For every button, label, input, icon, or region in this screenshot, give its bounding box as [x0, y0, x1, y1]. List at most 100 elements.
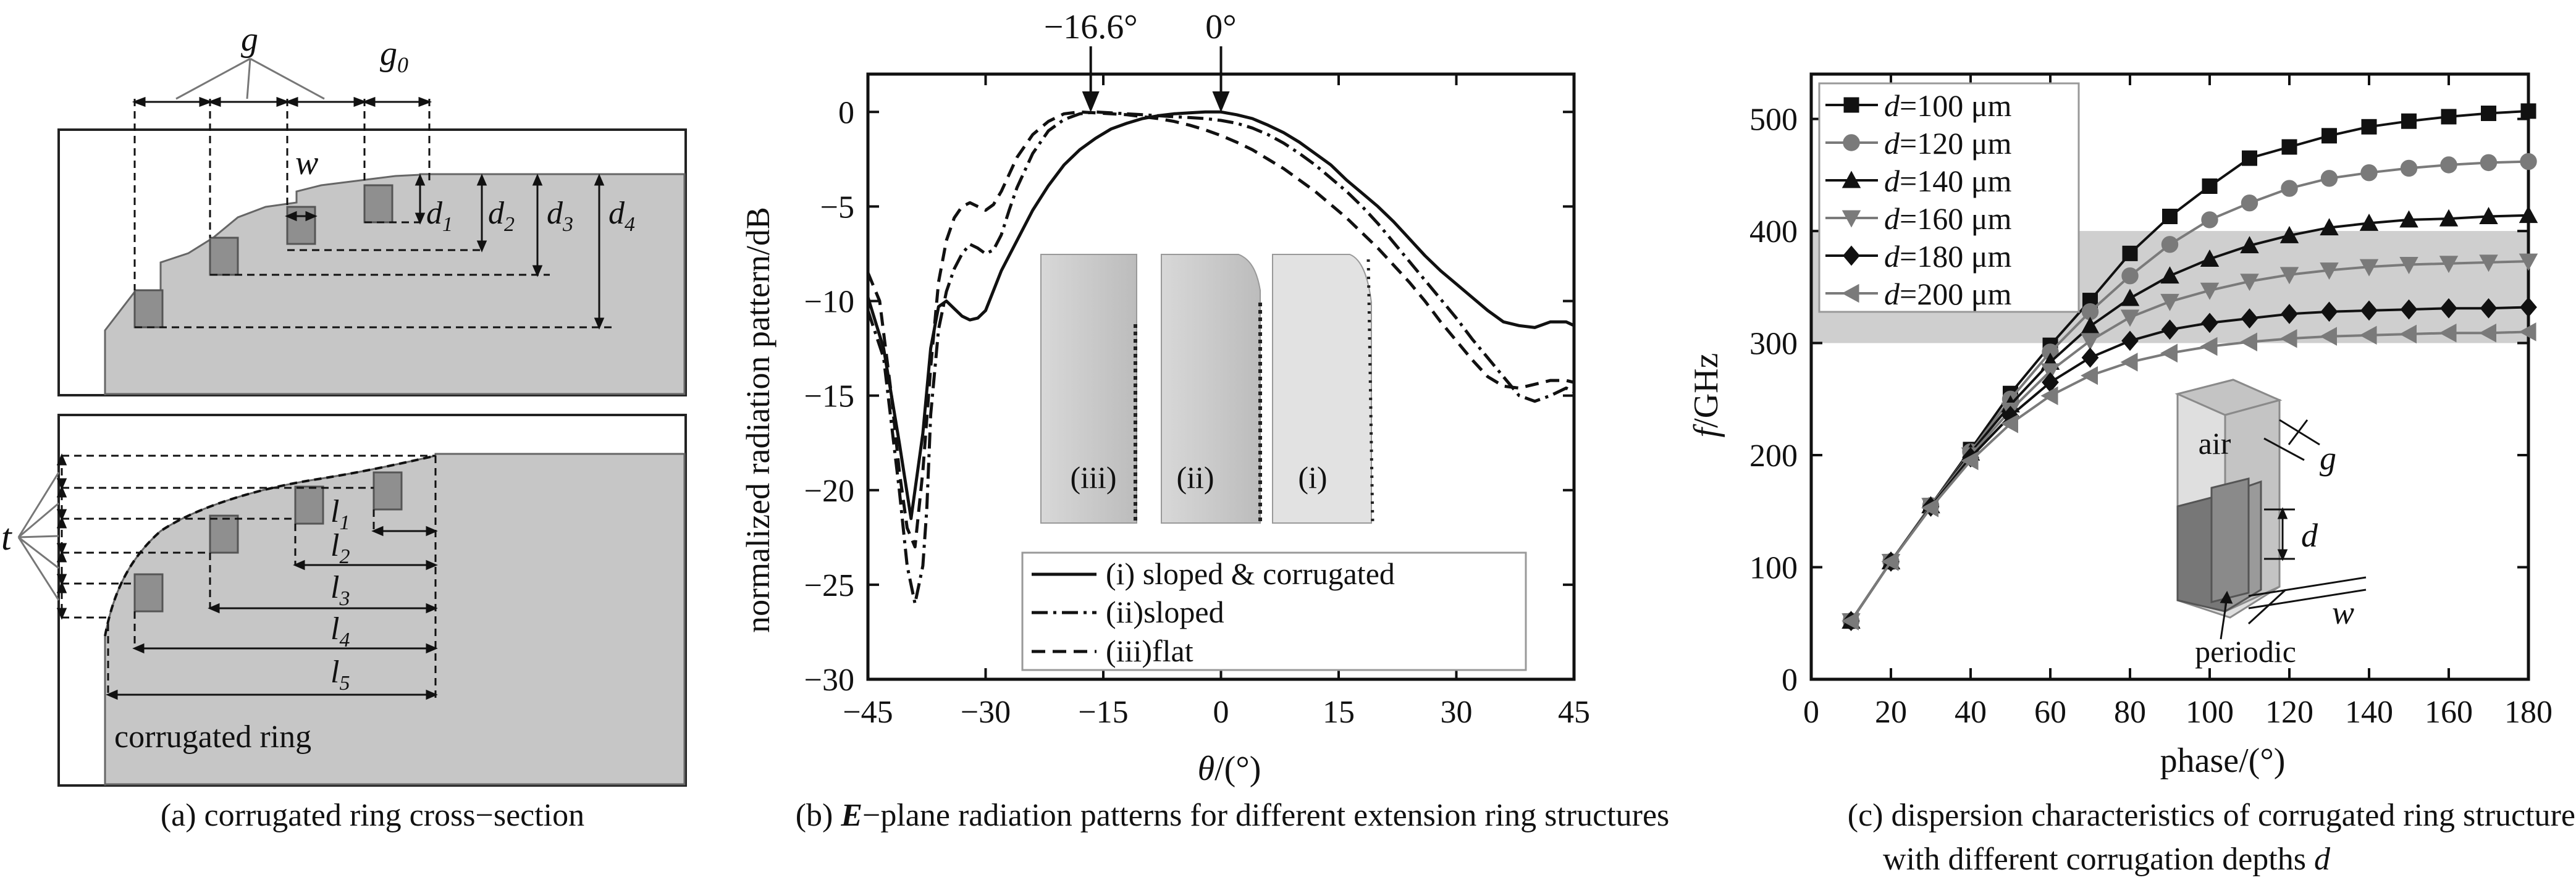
- point-d140: [2479, 207, 2498, 224]
- point-d120: [2480, 154, 2498, 172]
- series-d200: [1842, 322, 2536, 630]
- inset-label-i: (i): [1298, 460, 1327, 495]
- chart-b-ylabel: normalized radiation pattern/dB: [739, 207, 777, 633]
- y-tick-label: 300: [1749, 327, 1798, 362]
- label-w: w: [295, 144, 318, 182]
- point-d180: [2400, 299, 2418, 320]
- y-tick-label: 0: [1782, 663, 1798, 698]
- point-d140: [2200, 249, 2220, 267]
- chart-c-tick-labels: 0 20 40 60 80 100 120 140 160 180 0 100 200 300 400 500: [1749, 103, 2553, 730]
- x-tick-label: 100: [2186, 695, 2234, 730]
- point-d200: [2040, 386, 2058, 406]
- x-tick-label: 160: [2425, 695, 2473, 730]
- chart-b-legend: (i) sloped & corrugated (ii)sloped (iii)…: [1021, 551, 1527, 671]
- x-tick-label: 40: [1955, 695, 1987, 730]
- point-d200: [2320, 327, 2337, 346]
- legend-marker-d160: [1842, 210, 1861, 228]
- point-d160: [2399, 257, 2418, 274]
- point-d140: [2240, 236, 2259, 254]
- x-tick-label: 80: [2114, 695, 2146, 730]
- caption-c-line1: (c) dispersion characteristics of corrug…: [1848, 798, 2576, 833]
- point-d140: [2359, 213, 2379, 231]
- y-tick-label: −10: [804, 285, 854, 320]
- point-d140: [2279, 225, 2299, 243]
- point-d200: [2279, 329, 2297, 348]
- point-d160: [2120, 309, 2140, 327]
- y-tick-label: −20: [804, 474, 854, 509]
- upper-slot-4: [133, 289, 164, 329]
- chart-c-inset-unit-cell: air g d w periodic: [2174, 379, 2367, 669]
- point-d200: [2519, 322, 2536, 341]
- point-d160: [2519, 253, 2538, 271]
- chart-c-xlabel: phase/(°): [2160, 742, 2286, 780]
- point-d200: [2200, 337, 2218, 356]
- x-tick-label: 30: [1441, 695, 1473, 730]
- series-line-d160: [1850, 260, 2529, 622]
- legend-marker-d200: [1842, 283, 1859, 303]
- inset-corrugated-structure: [1272, 254, 1372, 524]
- x-tick-label: −45: [843, 695, 893, 730]
- lower-slot-2: [294, 485, 324, 525]
- label-l1: l1: [330, 494, 350, 534]
- annotation-arrow-head: [1212, 91, 1230, 112]
- point-d180: [2201, 312, 2218, 333]
- point-d160: [2279, 267, 2299, 285]
- point-d140: [2399, 210, 2418, 228]
- chart-b-tick-labels: −45 −30 −15 0 15 30 450−5−10−15−20−25−30: [804, 95, 1590, 730]
- inset-label-g: g: [2320, 440, 2336, 477]
- point-d160: [2320, 262, 2339, 280]
- y-tick-label: 0: [838, 95, 854, 130]
- point-d120: [2121, 267, 2139, 285]
- point-d120: [2201, 211, 2218, 228]
- point-d120: [2520, 153, 2537, 170]
- caption-b: (b) E−plane radiation patterns for diffe…: [796, 798, 1670, 833]
- inset-flat-structure: [1040, 254, 1137, 524]
- label-l4: l4: [330, 611, 350, 651]
- w-arrow: [285, 211, 318, 222]
- x-tick-label: 0: [1803, 695, 1819, 730]
- point-d140: [2120, 288, 2140, 306]
- series-sloped: [866, 110, 1575, 605]
- point-d100: [2281, 139, 2297, 155]
- x-tick-label: 0: [1213, 695, 1229, 730]
- point-d200: [2439, 323, 2457, 343]
- label-t: t: [1, 517, 12, 558]
- point-d180: [2320, 301, 2338, 322]
- point-d200: [2160, 343, 2178, 363]
- inset-vane: [2210, 477, 2250, 603]
- point-d140: [2439, 209, 2459, 227]
- y-tick-label: −30: [804, 663, 854, 698]
- x-tick-label: −15: [1078, 695, 1128, 730]
- point-d100: [2122, 245, 2138, 261]
- y-tick-label: 200: [1749, 438, 1798, 474]
- point-d200: [1881, 552, 1899, 571]
- inset-label-periodic: periodic: [2195, 634, 2296, 669]
- legend-label-d140: d=140 μm: [1884, 164, 2012, 198]
- y-tick-label: −25: [804, 568, 854, 603]
- point-d140: [2160, 266, 2179, 284]
- point-d120: [2241, 195, 2258, 212]
- point-d160: [2081, 333, 2100, 351]
- point-d180: [2161, 319, 2179, 340]
- t-guide-lines: [61, 454, 437, 698]
- point-d200: [2240, 332, 2257, 351]
- legend-label-sloped-corrugated: (i) sloped & corrugated: [1106, 556, 1395, 591]
- point-d180: [2360, 300, 2378, 321]
- chart-c-ticks: [1810, 74, 2530, 681]
- point-d120: [2360, 164, 2378, 182]
- x-tick-label: 120: [2265, 695, 2313, 730]
- legend-label-d180: d=180 μm: [1884, 239, 2012, 274]
- point-d100: [2202, 178, 2218, 194]
- caption-c-line2: with different corrugation depths d: [1883, 842, 2331, 877]
- inset-label-ii: (ii): [1176, 460, 1214, 495]
- point-d120: [2320, 170, 2338, 187]
- chart-b-xlabel: θ/(°): [1198, 750, 1261, 788]
- legend-marker-d140: [1842, 170, 1861, 188]
- x-tick-label: 45: [1558, 695, 1590, 730]
- y-tick-label: −5: [820, 190, 854, 225]
- label-l5: l5: [330, 655, 350, 695]
- annotation-label: −16.6°: [1044, 8, 1138, 46]
- label-l2: l2: [330, 528, 350, 568]
- point-d160: [2200, 282, 2220, 300]
- point-d180: [2281, 303, 2298, 324]
